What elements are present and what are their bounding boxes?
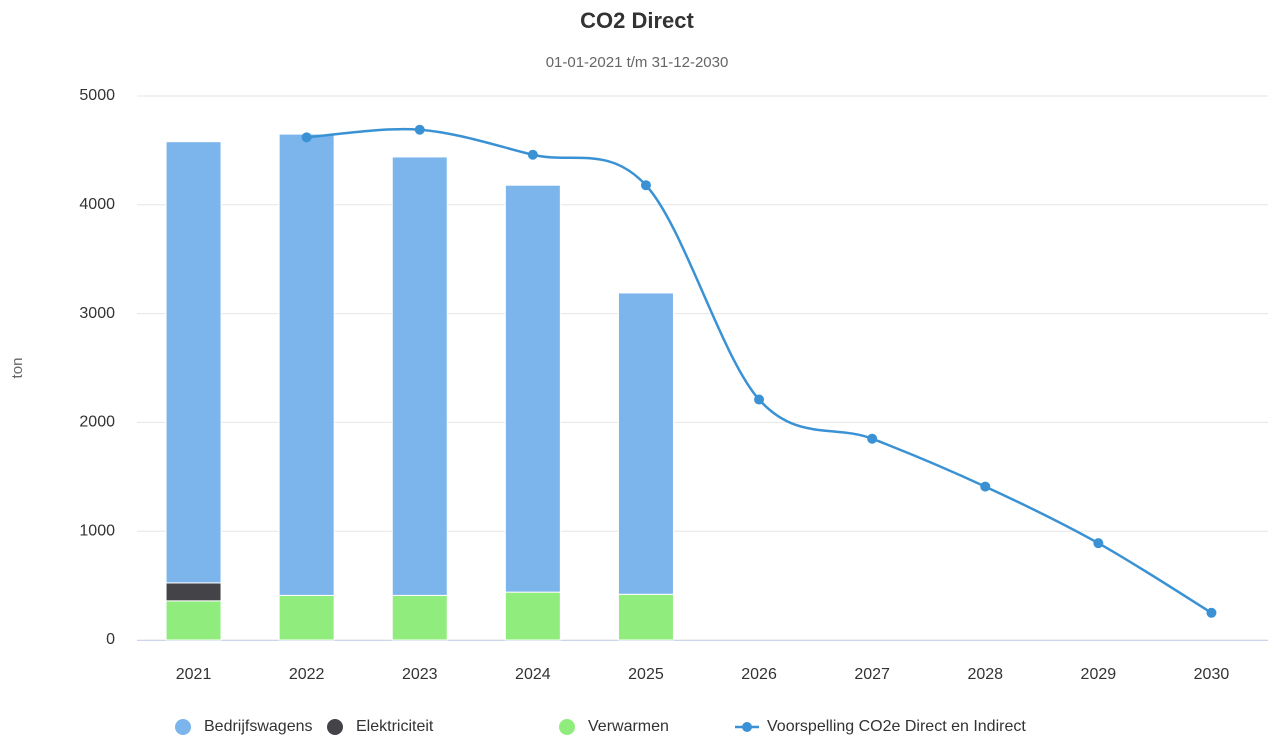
legend-symbol [327,719,343,735]
bar-segment [504,184,561,593]
legend-symbol [175,719,191,735]
legend-label: Verwarmen [588,718,669,735]
legend-label: Elektriciteit [356,718,434,735]
chart-title: CO2 Direct [580,8,694,33]
y-tick-label: 0 [106,631,115,648]
line-point [527,149,538,160]
bar-segment [504,591,561,641]
line-point [980,481,991,492]
legend-label: Voorspelling CO2e Direct en Indirect [767,718,1026,735]
x-tick-label: 2026 [741,666,777,683]
y-tick-label: 1000 [79,522,115,539]
legend-symbol [559,719,575,735]
chart-subtitle: 01-01-2021 t/m 31-12-2030 [546,54,729,71]
x-tick-label: 2030 [1194,666,1230,683]
line-point [414,124,425,135]
bar-segment [391,156,448,596]
bar-segment [617,593,674,641]
x-tick-label: 2028 [967,666,1003,683]
y-tick-label: 4000 [79,196,115,213]
line-point [640,180,651,191]
line-point [301,132,312,143]
x-tick-label: 2027 [854,666,890,683]
y-axis-label: ton [9,358,26,379]
x-tick-label: 2024 [515,666,551,683]
legend-symbol [742,722,752,732]
x-tick-label: 2021 [176,666,212,683]
y-tick-label: 3000 [79,305,115,322]
line-point [1093,538,1104,549]
y-tick-label: 5000 [79,87,115,104]
bar-segment [391,594,448,641]
line-point [754,394,765,405]
bar-segment [278,133,335,596]
bar-segment [617,292,674,595]
bar-segment [165,600,222,641]
legend-label: Bedrijfswagens [204,718,313,735]
x-tick-label: 2023 [402,666,438,683]
bar-segment [165,141,222,584]
x-tick-label: 2022 [289,666,325,683]
y-tick-label: 2000 [79,414,115,431]
bar-segment [165,582,222,602]
x-tick-label: 2029 [1081,666,1117,683]
line-point [867,433,878,444]
bar-segment [278,594,335,641]
line-point [1206,607,1217,618]
x-tick-label: 2025 [628,666,664,683]
